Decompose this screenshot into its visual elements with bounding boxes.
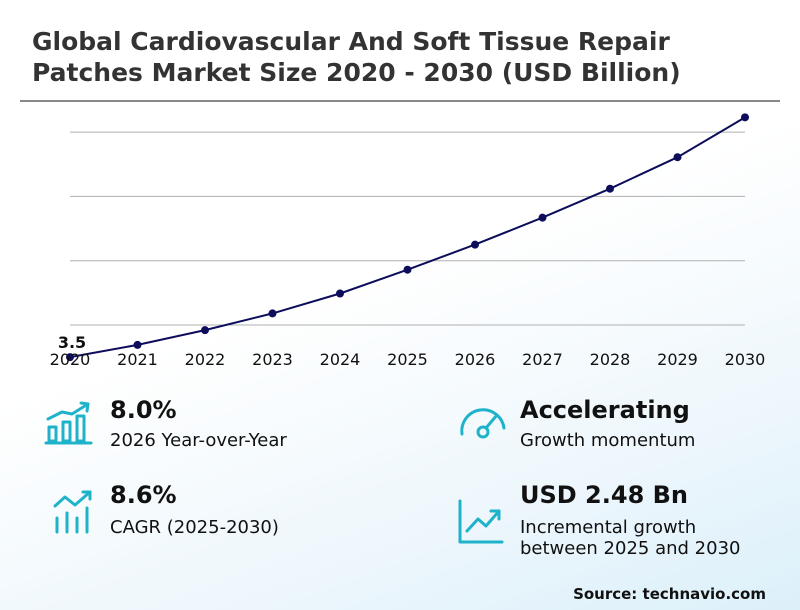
bars-trend-icon	[53, 490, 92, 534]
data-point-2021	[133, 340, 142, 349]
data-point-2025	[403, 265, 412, 274]
x-axis-ticks: 2020 2021 2022 2023 2024 2025 2026 2027 2028 2029…	[50, 350, 766, 369]
x-tick-2024: 2024	[320, 350, 361, 369]
data-point-2027	[538, 213, 547, 222]
series-line	[69, 116, 746, 359]
kpi-incremental-label-line-2: between 2025 and 2030	[520, 538, 741, 559]
kpi-momentum-label: Growth momentum	[520, 430, 696, 451]
data-point-2026	[471, 240, 479, 249]
x-tick-2030: 2030	[725, 350, 766, 369]
x-tick-2023: 2023	[252, 350, 293, 369]
data-label-2020: 3.5	[58, 333, 86, 352]
line-chart-icon	[458, 499, 504, 544]
source-note: Source: technavio.com	[573, 585, 766, 603]
grid-lines	[70, 131, 745, 326]
bar-chart-growth-icon	[44, 401, 93, 445]
kpi-momentum-value: Accelerating	[520, 396, 690, 424]
x-tick-2028: 2028	[590, 350, 631, 369]
x-tick-2025: 2025	[387, 350, 428, 369]
data-points	[66, 113, 749, 362]
x-tick-2021: 2021	[117, 350, 158, 369]
x-tick-2027: 2027	[522, 350, 563, 369]
kpi-yoy-label: 2026 Year-over-Year	[110, 430, 287, 451]
data-point-2030	[741, 113, 749, 122]
data-labels: 3.5	[58, 333, 86, 352]
kpi-incremental-label-line-1: Incremental growth	[520, 517, 697, 538]
kpi-incremental-label: Incremental growth between 2025 and 2030	[520, 517, 740, 559]
data-point-2024	[336, 289, 344, 298]
chart-title: Global Cardiovascular And Soft Tissue Re…	[32, 27, 681, 87]
speedometer-icon	[460, 408, 506, 439]
kpi-cagr-label: CAGR (2025-2030)	[110, 517, 279, 538]
data-point-2020	[66, 353, 74, 362]
kpi-cagr-value: 8.6%	[110, 481, 177, 509]
line-chart: 2020 2021 2022 2023 2024 2025 2026 2027 2028 2029…	[50, 113, 766, 369]
x-tick-2020: 2020	[50, 350, 91, 369]
data-point-2022	[201, 326, 209, 335]
title-divider	[20, 100, 780, 102]
kpi-incremental-value: USD 2.48 Bn	[520, 481, 688, 509]
data-point-2028	[606, 184, 614, 193]
x-tick-2029: 2029	[657, 350, 698, 369]
data-point-2023	[268, 309, 277, 318]
kpi-yoy-value: 8.0%	[110, 396, 177, 424]
data-point-2029	[673, 153, 682, 162]
x-tick-2022: 2022	[185, 350, 226, 369]
x-tick-2026: 2026	[455, 350, 496, 369]
